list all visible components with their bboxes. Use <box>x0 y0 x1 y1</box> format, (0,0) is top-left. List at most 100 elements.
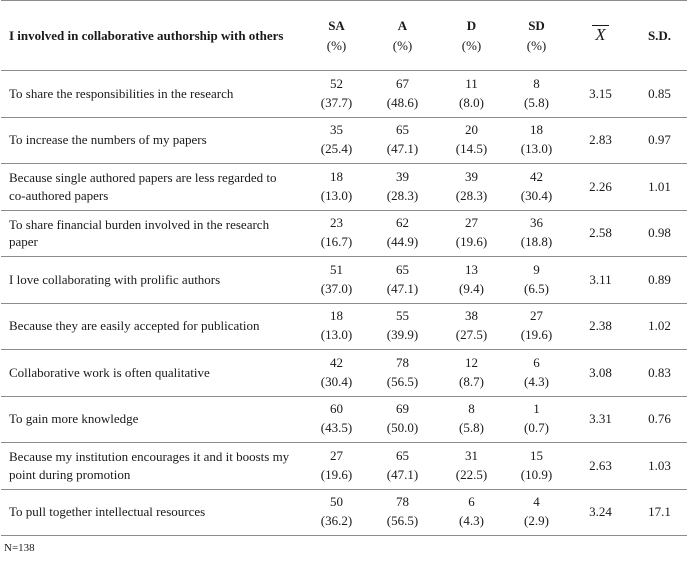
std-dev-cell: 0.76 <box>632 396 687 443</box>
sa-header: SA (%) <box>307 0 366 71</box>
sa-count: 52 <box>330 75 343 91</box>
d-count: 11 <box>465 75 478 91</box>
d-cell: 8 (5.8) <box>439 396 504 443</box>
sa-cell: 51 (37.0) <box>307 256 366 304</box>
row-statement: To share financial burden involved in th… <box>1 210 307 257</box>
d-cell: 38 (27.5) <box>439 303 504 350</box>
table-row: To share financial burden involved in th… <box>1 210 687 257</box>
a-count: 39 <box>396 168 409 184</box>
mean-cell: 2.26 <box>569 163 632 211</box>
a-cell: 67 (48.6) <box>366 70 439 118</box>
a-percent: (50.0) <box>386 420 419 436</box>
d-count: 38 <box>465 308 478 324</box>
mean-cell: 2.63 <box>569 442 632 490</box>
a-cell: 69 (50.0) <box>366 396 439 443</box>
sa-percent: (13.0) <box>320 187 353 203</box>
mean-cell: 3.15 <box>569 70 632 118</box>
collaboration-reasons-table: I involved in collaborative authorship w… <box>1 0 687 536</box>
sd-count: 6 <box>533 354 540 370</box>
a-count: 78 <box>396 354 409 370</box>
sa-percent: (37.7) <box>320 94 353 110</box>
d-count: 39 <box>465 168 478 184</box>
sa-percent: (37.0) <box>320 280 353 296</box>
d-percent: (14.5) <box>455 141 488 157</box>
a-percent: (48.6) <box>386 94 419 110</box>
d-percent: (8.0) <box>459 94 484 110</box>
sd-count: 4 <box>533 494 540 510</box>
table-row: To pull together intellectual resources 5… <box>1 489 687 536</box>
sa-cell: 42 (30.4) <box>307 349 366 397</box>
a-count: 65 <box>396 122 409 138</box>
sa-cell: 27 (19.6) <box>307 442 366 490</box>
std-dev-cell: 1.01 <box>632 163 687 211</box>
std-dev-cell: 0.85 <box>632 70 687 118</box>
sa-cell: 18 (13.0) <box>307 163 366 211</box>
d-count: 27 <box>465 215 478 231</box>
row-statement: To pull together intellectual resources <box>1 489 307 536</box>
a-percent: (56.5) <box>386 373 419 389</box>
std-dev-cell: 0.89 <box>632 256 687 304</box>
a-count: 62 <box>396 215 409 231</box>
a-cell: 65 (47.1) <box>366 256 439 304</box>
row-statement: Because single authored papers are less … <box>1 163 307 211</box>
mean-cell: 3.24 <box>569 489 632 536</box>
d-percent: (9.4) <box>459 280 484 296</box>
a-header: A (%) <box>366 0 439 71</box>
a-percent: (47.1) <box>386 466 419 482</box>
sa-count: 23 <box>330 215 343 231</box>
sd-percent: (2.9) <box>524 513 549 529</box>
d-percent: (28.3) <box>455 187 488 203</box>
row-statement: To share the responsibilities in the res… <box>1 70 307 118</box>
a-percent: (56.5) <box>386 513 419 529</box>
header-row: I involved in collaborative authorship w… <box>1 0 687 71</box>
sa-percent: (30.4) <box>320 373 353 389</box>
sd-cell: 27 (19.6) <box>504 303 569 350</box>
sd-percent: (10.9) <box>520 466 553 482</box>
sd-count: 15 <box>530 447 543 463</box>
sa-percent: (13.0) <box>320 327 353 343</box>
d-count: 6 <box>468 494 475 510</box>
sa-cell: 52 (37.7) <box>307 70 366 118</box>
sd-cell: 9 (6.5) <box>504 256 569 304</box>
a-cell: 65 (47.1) <box>366 442 439 490</box>
a-percent: (28.3) <box>386 187 419 203</box>
sa-cell: 18 (13.0) <box>307 303 366 350</box>
sd-header: SD (%) <box>504 0 569 71</box>
sa-count: 51 <box>330 261 343 277</box>
sd-cell: 4 (2.9) <box>504 489 569 536</box>
a-count: 78 <box>396 494 409 510</box>
sa-count: 27 <box>330 447 343 463</box>
table-row: To share the responsibilities in the res… <box>1 70 687 118</box>
row-statement: To gain more knowledge <box>1 396 307 443</box>
sa-cell: 50 (36.2) <box>307 489 366 536</box>
d-percent: (4.3) <box>459 513 484 529</box>
sd-count: 1 <box>533 401 540 417</box>
mean-cell: 3.08 <box>569 349 632 397</box>
std-dev-cell: 0.98 <box>632 210 687 257</box>
sa-percent: (36.2) <box>320 513 353 529</box>
d-cell: 27 (19.6) <box>439 210 504 257</box>
a-cell: 78 (56.5) <box>366 489 439 536</box>
a-cell: 65 (47.1) <box>366 117 439 164</box>
a-percent: (44.9) <box>386 234 419 250</box>
d-count: 20 <box>465 122 478 138</box>
d-cell: 11 (8.0) <box>439 70 504 118</box>
d-percent: (22.5) <box>455 466 488 482</box>
sa-percent: (25.4) <box>320 141 353 157</box>
d-count: 13 <box>465 261 478 277</box>
a-percent: (39.9) <box>386 327 419 343</box>
sa-count: 60 <box>330 401 343 417</box>
std-dev-cell: 17.1 <box>632 489 687 536</box>
sa-count: 50 <box>330 494 343 510</box>
d-cell: 12 (8.7) <box>439 349 504 397</box>
sd-count: 18 <box>530 122 543 138</box>
a-cell: 39 (28.3) <box>366 163 439 211</box>
sa-count: 35 <box>330 122 343 138</box>
a-count: 65 <box>396 447 409 463</box>
row-statement: Collaborative work is often qualitative <box>1 349 307 397</box>
d-percent: (5.8) <box>459 420 484 436</box>
a-cell: 62 (44.9) <box>366 210 439 257</box>
sa-header-code: SA <box>328 18 345 33</box>
d-count: 31 <box>465 447 478 463</box>
d-header: D (%) <box>439 0 504 71</box>
